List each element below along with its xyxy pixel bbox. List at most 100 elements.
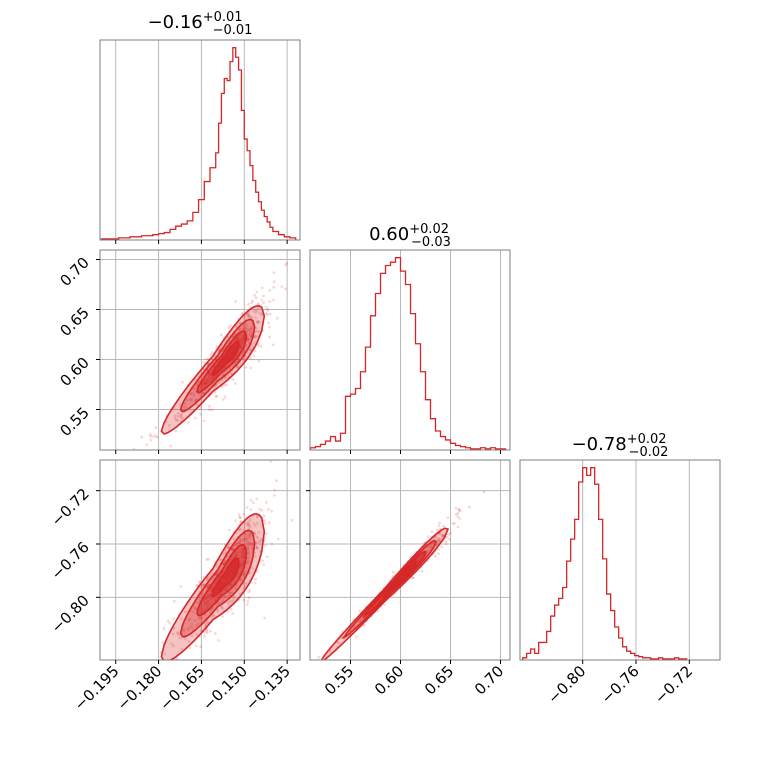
sample-point (255, 514, 259, 518)
hist-panel-0 (99, 39, 301, 244)
sample-point (179, 413, 183, 416)
sample-point (437, 548, 440, 551)
sample-point (162, 627, 166, 630)
sample-point (189, 625, 192, 629)
sample-point (254, 311, 257, 315)
sample-point (247, 313, 251, 317)
sample-point (240, 578, 243, 581)
sample-point (215, 345, 219, 348)
sample-point (149, 438, 153, 442)
panel-frame (309, 249, 511, 451)
y-tick-label: 0.60 (56, 354, 92, 390)
sample-point (216, 610, 219, 613)
sample-point (275, 316, 279, 320)
sample-point (235, 366, 239, 369)
sample-point (273, 488, 276, 492)
sample-point (436, 541, 439, 545)
sample-point (248, 533, 252, 537)
sample-point (224, 377, 227, 380)
sample-point (260, 298, 264, 302)
sample-point (437, 538, 441, 541)
sample-point (239, 539, 243, 542)
sample-point (239, 520, 243, 523)
sample-point (234, 519, 237, 523)
sample-point (250, 315, 254, 319)
sample-point (253, 531, 256, 535)
sample-point (221, 373, 225, 376)
sample-point (246, 337, 250, 341)
sample-point (195, 601, 199, 604)
sample-point (248, 348, 252, 352)
sample-point (189, 392, 193, 396)
sample-point (256, 329, 259, 333)
sample-point (206, 576, 210, 580)
sample-point (191, 626, 194, 629)
sample-point (184, 610, 187, 614)
sample-point (198, 598, 202, 601)
sample-point (182, 630, 186, 633)
sample-point (257, 330, 261, 334)
sample-point (298, 679, 301, 682)
y-tick-label: −0.72 (48, 485, 93, 530)
sample-point (227, 545, 231, 549)
x-tick-label: 0.70 (471, 662, 507, 698)
sample-point (243, 521, 247, 525)
sample-point (272, 285, 276, 289)
sample-point (241, 351, 245, 355)
sample-point (437, 552, 440, 556)
density-contours (160, 305, 266, 435)
sample-point (247, 302, 251, 306)
sample-point (242, 538, 246, 542)
sample-point (247, 550, 250, 553)
sample-point (205, 621, 209, 625)
histogram-1 (309, 257, 507, 450)
sample-point (242, 323, 246, 327)
sample-point (247, 590, 250, 594)
sample-point (448, 537, 451, 541)
sample-point (247, 541, 251, 545)
sample-point (119, 493, 122, 496)
sample-point (210, 408, 214, 412)
sample-point (258, 311, 261, 315)
sample-point (221, 379, 224, 382)
sample-point (169, 444, 173, 448)
sample-point (245, 569, 248, 573)
sample-point (249, 525, 252, 528)
sample-point (179, 415, 183, 419)
sample-point (209, 353, 213, 357)
sample-point (246, 547, 250, 551)
sample-point (223, 595, 227, 599)
sample-point (193, 416, 197, 420)
sample-point (180, 617, 184, 621)
sample-point (197, 617, 201, 621)
sample-point (230, 548, 234, 552)
sample-point (205, 558, 209, 561)
sample-point (242, 512, 246, 516)
sample-point (263, 522, 267, 526)
sample-point (265, 555, 269, 559)
y-tick-label: 0.55 (56, 404, 92, 440)
sample-point (195, 632, 199, 636)
sample-point (187, 627, 190, 631)
sample-point (249, 498, 253, 502)
sample-point (173, 414, 177, 418)
sample-point (247, 522, 250, 525)
sample-point (235, 543, 238, 546)
sample-point (265, 501, 268, 504)
sample-point (93, 717, 96, 720)
sample-point (359, 618, 363, 622)
sample-point (214, 565, 218, 569)
panel-frame (309, 459, 511, 661)
sample-point (247, 541, 251, 545)
panel-frame (99, 459, 301, 661)
sample-point (235, 365, 239, 369)
sample-point (268, 325, 271, 329)
sample-point (180, 647, 184, 651)
sample-point (253, 581, 257, 585)
sample-point (270, 509, 274, 513)
sample-point (267, 321, 270, 325)
sample-point (246, 534, 250, 538)
sample-point (203, 634, 206, 638)
sample-point (270, 542, 274, 546)
sample-point (239, 539, 243, 543)
